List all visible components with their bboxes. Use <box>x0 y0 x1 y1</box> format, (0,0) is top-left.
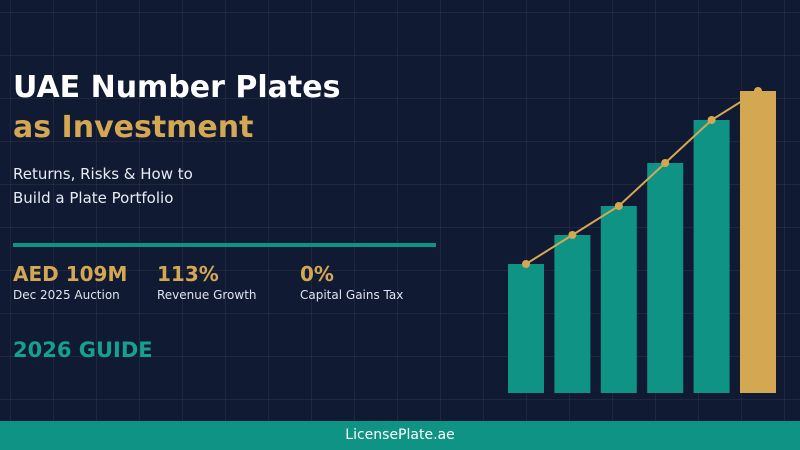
title-accent: as Investment <box>13 110 254 145</box>
trend-point <box>754 87 762 95</box>
title: UAE Number Plates <box>13 70 341 105</box>
stat-label: Capital Gains Tax <box>300 288 404 302</box>
divider <box>13 243 436 247</box>
bar <box>647 163 684 393</box>
trend-point <box>614 202 623 210</box>
subtitle: Returns, Risks & How to <box>13 165 193 183</box>
stat-value: AED 109M <box>13 262 128 286</box>
trend-point <box>522 260 530 268</box>
stat-label: Revenue Growth <box>157 288 257 302</box>
trend-point <box>661 159 670 167</box>
bar <box>693 120 730 393</box>
trend-line <box>525 90 759 265</box>
trend-point <box>707 116 716 124</box>
stat-value: 113% <box>157 262 219 286</box>
footer: LicensePlate.ae <box>0 421 800 450</box>
bar <box>554 235 591 393</box>
guide-label: 2026 GUIDE <box>13 338 153 362</box>
trend-point <box>568 231 577 239</box>
stat-label: Dec 2025 Auction <box>13 288 120 302</box>
stat-value: 0% <box>300 262 334 286</box>
subtitle: Build a Plate Portfolio <box>13 189 174 207</box>
bar <box>600 206 637 393</box>
bar <box>508 264 544 393</box>
bar <box>740 91 776 393</box>
